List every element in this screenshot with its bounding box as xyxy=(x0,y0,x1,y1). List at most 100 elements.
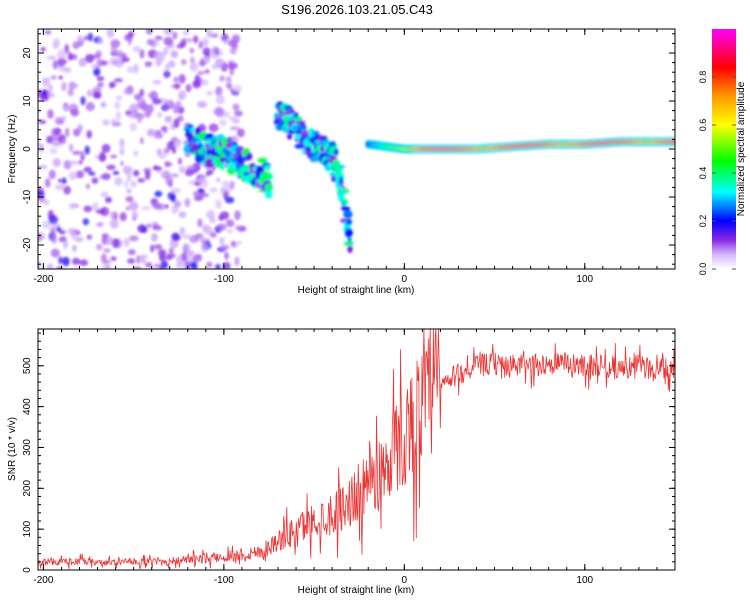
heatmap-cell xyxy=(265,183,273,192)
heatmap-cell xyxy=(228,61,234,70)
heatmap-cell xyxy=(137,115,142,124)
heatmap-cell xyxy=(178,90,187,100)
heatmap-cell xyxy=(234,256,240,266)
colorbar-tick-label: 0.8 xyxy=(698,71,708,84)
heatmap-cell xyxy=(139,137,144,145)
heatmap-cell xyxy=(104,196,112,203)
heatmap-cell xyxy=(192,255,203,263)
heatmap-cell xyxy=(203,225,213,235)
heatmap-cell xyxy=(96,58,102,69)
heatmap-cell xyxy=(127,258,136,264)
heatmap-cell xyxy=(83,205,93,213)
heatmap-cell xyxy=(180,252,188,261)
heatmap-cell xyxy=(137,178,146,183)
heatmap-cell xyxy=(171,232,180,242)
heatmap-cell xyxy=(260,175,265,181)
heatmap-cell xyxy=(115,110,121,121)
heatmap-cell xyxy=(92,91,100,99)
heatmap-cell xyxy=(47,109,54,119)
heatmap-cell xyxy=(87,32,94,42)
heatmap-cell xyxy=(110,256,117,261)
colorbar-gradient xyxy=(712,29,736,269)
heatmap-cell xyxy=(64,127,70,138)
heatmap-cell xyxy=(152,98,162,105)
heatmap-cell xyxy=(78,57,87,67)
heatmap-cell xyxy=(128,201,139,212)
heatmap-cell xyxy=(131,211,139,220)
heatmap-cell xyxy=(97,81,105,88)
y-tick-label: 0 xyxy=(22,567,33,573)
heatmap-cell xyxy=(342,199,349,206)
heatmap-cell xyxy=(57,49,67,60)
x-tick-label: 0 xyxy=(402,274,408,285)
heatmap-cell xyxy=(38,260,42,269)
heatmap-cell xyxy=(265,190,273,199)
heatmap-cell xyxy=(205,172,210,177)
heatmap-cell xyxy=(129,103,139,114)
heatmap-cell xyxy=(93,66,101,77)
heatmap-cell xyxy=(68,160,79,165)
heatmap-cell xyxy=(198,175,205,186)
heatmap-cell xyxy=(100,191,109,198)
heatmap-cell xyxy=(133,150,138,157)
heatmap-cell xyxy=(201,38,209,47)
heatmap-cell xyxy=(79,259,89,266)
heatmap-cell xyxy=(44,178,51,188)
heatmap-cell xyxy=(152,166,163,171)
heatmap-cell xyxy=(340,206,351,211)
heatmap-cell xyxy=(67,87,74,97)
heatmap-cell xyxy=(40,46,46,52)
heatmap-cell xyxy=(146,223,152,229)
heatmap-cell xyxy=(170,195,176,203)
heatmap-cell xyxy=(178,165,186,174)
heatmap-cell xyxy=(224,251,229,260)
heatmap-cell xyxy=(230,240,237,246)
heatmap-cell xyxy=(102,263,111,269)
colorbar-tick-label: 0.4 xyxy=(698,167,708,180)
heatmap-cell xyxy=(152,79,162,85)
heatmap-cell xyxy=(181,38,187,44)
heatmap-cell xyxy=(220,162,225,171)
heatmap-cell xyxy=(51,55,56,60)
heatmap-cell xyxy=(178,211,187,218)
heatmap-cell xyxy=(57,66,68,72)
x-tick-label: 100 xyxy=(576,274,593,285)
heatmap-cell xyxy=(101,259,112,265)
heatmap-cell xyxy=(74,236,84,243)
heatmap-cell xyxy=(226,77,232,86)
heatmap-cell xyxy=(266,164,271,171)
heatmap-cell xyxy=(123,87,134,95)
heatmap-cell xyxy=(57,59,68,65)
y-tick-label: 10 xyxy=(22,95,33,107)
heatmap-cell xyxy=(154,190,163,198)
heatmap-cell xyxy=(80,96,86,106)
heatmap-cell xyxy=(201,144,207,150)
heatmap-cell xyxy=(344,228,353,238)
heatmap-cell xyxy=(42,77,51,82)
heatmap-cell xyxy=(61,116,67,121)
heatmap-cell xyxy=(68,81,76,90)
heatmap-cell xyxy=(110,39,121,48)
heatmap-cell xyxy=(209,231,217,238)
heatmap-cell xyxy=(229,126,240,131)
heatmap-cell xyxy=(70,229,77,240)
heatmap-cell xyxy=(95,243,103,251)
heatmap-cell xyxy=(80,150,85,157)
heatmap-cell xyxy=(234,225,241,230)
y-tick-label: 200 xyxy=(22,480,33,497)
heatmap-cell xyxy=(191,261,198,269)
heatmap-cell xyxy=(98,153,107,162)
spectrogram-x-axis-label: Height of straight line (km) xyxy=(298,285,415,296)
spectrogram-y-axis-label: Frequency (Hz) xyxy=(7,115,18,184)
heatmap-cell xyxy=(197,188,205,193)
heatmap-cell xyxy=(126,188,132,194)
heatmap-cell xyxy=(84,145,90,155)
heatmap-cell xyxy=(236,128,245,138)
heatmap-cell xyxy=(162,47,169,57)
heatmap-cell xyxy=(160,170,166,176)
heatmap-cell xyxy=(61,81,67,92)
heatmap-cell xyxy=(159,265,165,269)
heatmap-cell xyxy=(162,125,168,134)
heatmap-cell xyxy=(206,29,213,38)
